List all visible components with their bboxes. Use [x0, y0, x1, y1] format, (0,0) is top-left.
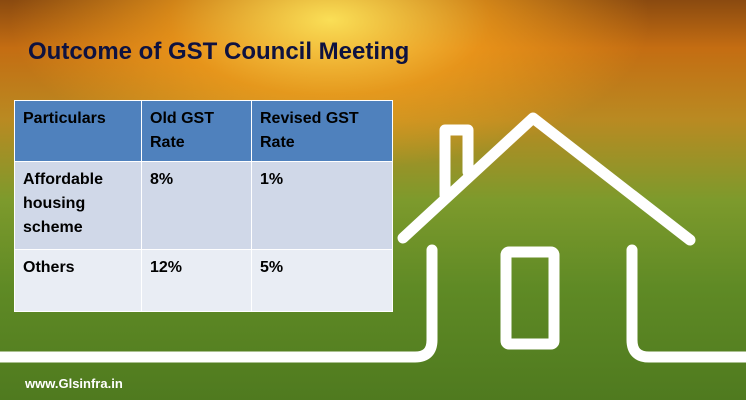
table-row: Others 12% 5%: [14, 249, 393, 312]
table-cell: 1%: [251, 161, 393, 250]
header-cell: Revised GST Rate: [251, 100, 393, 162]
table-cell: Affordable housing scheme: [14, 161, 142, 250]
header-cell: Old GST Rate: [141, 100, 252, 162]
header-cell: Particulars: [14, 100, 142, 162]
table-row: Affordable housing scheme 8% 1%: [14, 161, 393, 250]
table-cell: Others: [14, 249, 142, 312]
website: www.Glsinfra.in: [25, 376, 123, 391]
table-cell: 12%: [141, 249, 252, 312]
title: Outcome of GST Council Meeting: [28, 38, 410, 65]
gst-table: Particulars Old GST Rate Revised GST Rat…: [14, 100, 393, 312]
table-cell: 5%: [251, 249, 393, 312]
table-cell: 8%: [141, 161, 252, 250]
header-row: Particulars Old GST Rate Revised GST Rat…: [14, 100, 393, 162]
